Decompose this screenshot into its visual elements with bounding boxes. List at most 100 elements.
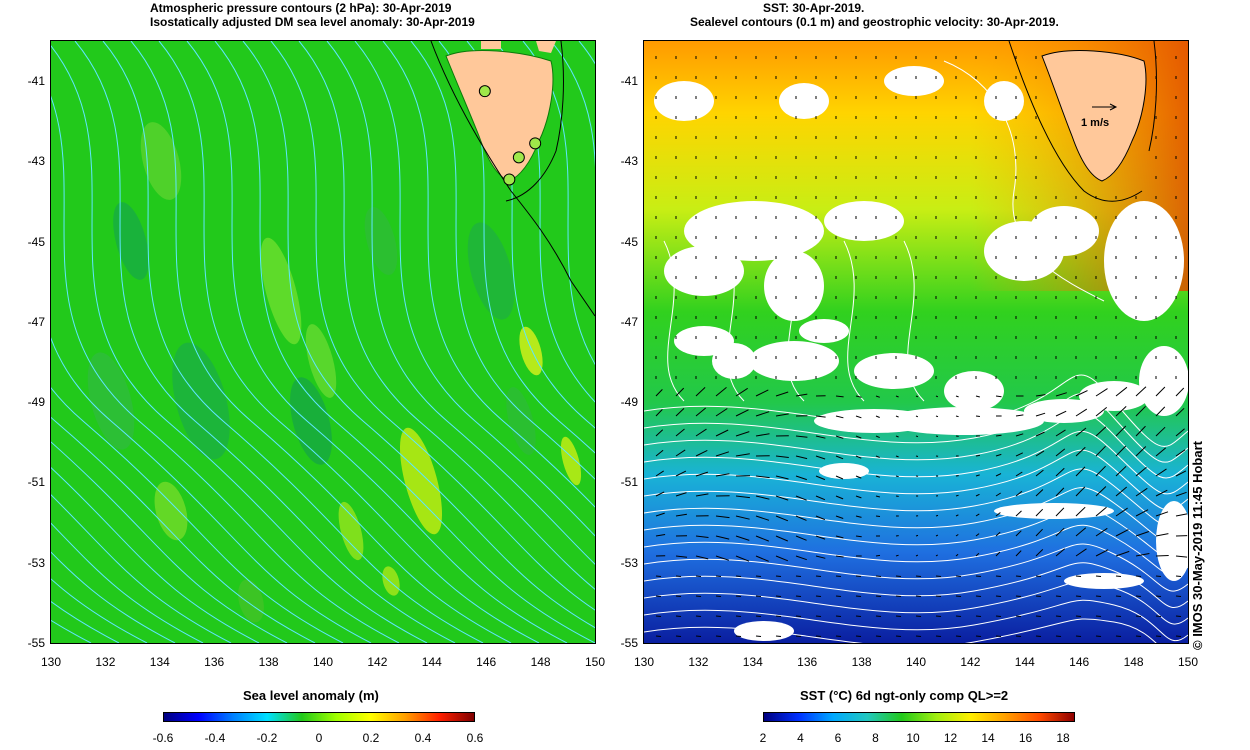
velocity-arrow	[775, 515, 789, 522]
left-lon-tick: 136	[204, 655, 225, 669]
velocity-arrow	[1135, 446, 1147, 457]
velocity-arrow	[955, 415, 959, 418]
velocity-arrow	[1135, 487, 1148, 497]
velocity-arrow	[895, 435, 899, 438]
anomaly-patch	[305, 324, 337, 398]
velocity-arrow	[855, 395, 862, 398]
velocity-arrow	[1055, 595, 1062, 597]
velocity-arrow	[915, 435, 919, 438]
cloud-patch	[799, 319, 849, 343]
right-lon-tick: 140	[905, 655, 927, 669]
anomaly-patch	[519, 326, 543, 376]
velocity-arrow	[735, 575, 742, 577]
velocity-arrow	[915, 575, 922, 577]
right-lon-tick: 130	[633, 655, 655, 669]
velocity-arrow	[895, 455, 899, 458]
velocity-arrow	[995, 615, 1002, 617]
sealevel-contour	[644, 599, 1188, 642]
velocity-arrow	[875, 615, 882, 617]
velocity-arrow	[1135, 386, 1147, 397]
sealevel-contour	[644, 524, 1188, 576]
velocity-arrow	[1175, 595, 1182, 597]
left-title-line2: Isostatically adjusted DM sea level anom…	[150, 15, 475, 29]
velocity-arrow	[715, 535, 730, 540]
velocity-arrow	[715, 575, 722, 577]
velocity-arrow	[1155, 635, 1162, 637]
velocity-arrow	[995, 575, 1002, 577]
cloud-patch	[684, 201, 824, 261]
sealevel-contour	[644, 580, 1188, 625]
sealevel-contour	[644, 449, 1188, 511]
pressure-contour	[186, 41, 568, 643]
velocity-arrow	[1055, 448, 1066, 457]
velocity-arrow	[1115, 595, 1122, 597]
velocity-arrow	[935, 534, 939, 537]
velocity-arrow	[695, 449, 708, 457]
velocity-arrow	[715, 429, 729, 437]
station-marker	[512, 151, 525, 164]
sea-level-anomaly-map	[50, 40, 596, 644]
pressure-contour	[270, 41, 595, 611]
velocity-arrow	[1075, 506, 1086, 517]
velocity-arrow	[795, 635, 802, 637]
velocity-arrow	[775, 455, 789, 458]
velocity-arrow	[875, 395, 880, 398]
right-lon-tick: 136	[797, 655, 818, 669]
left-colorbar-tick: -0.4	[204, 731, 226, 745]
right-colorbar-tick: 4	[797, 731, 804, 745]
velocity-arrow	[815, 515, 826, 521]
velocity-arrow	[695, 387, 706, 397]
velocity-arrow	[915, 595, 922, 597]
velocity-arrow	[1175, 387, 1185, 397]
velocity-arrow	[695, 407, 707, 417]
velocity-arrow	[655, 449, 664, 457]
station-marker	[503, 173, 516, 186]
velocity-arrow	[935, 554, 938, 557]
sealevel-contour	[644, 412, 1188, 479]
velocity-arrow	[655, 512, 665, 517]
velocity-arrow	[735, 495, 750, 499]
velocity-arrow	[1075, 595, 1082, 597]
velocity-arrow	[675, 615, 682, 617]
velocity-arrow	[675, 575, 682, 577]
velocity-arrow	[815, 435, 826, 439]
velocity-arrow	[675, 635, 682, 637]
velocity-arrow	[835, 395, 844, 398]
velocity-arrow	[855, 495, 862, 499]
velocity-arrow	[695, 535, 709, 538]
left-colorbar	[163, 712, 475, 722]
velocity-arrow	[775, 413, 789, 417]
velocity-arrow	[1155, 511, 1169, 517]
velocity-arrow	[775, 595, 782, 597]
velocity-arrow	[715, 555, 730, 561]
anomaly-patches	[87, 122, 582, 623]
velocity-arrow	[1155, 386, 1166, 397]
velocity-arrow	[915, 635, 922, 637]
velocity-arrow	[695, 635, 702, 637]
pressure-contour	[242, 41, 595, 629]
right-title-line1: SST: 30-Apr-2019.	[763, 1, 865, 15]
velocity-arrow	[715, 408, 728, 417]
pressure-contour	[214, 41, 595, 643]
velocity-arrow	[715, 473, 730, 477]
right-colorbar-tick: 16	[1018, 731, 1033, 745]
velocity-arrow	[1135, 615, 1142, 617]
velocity-arrow	[1115, 635, 1122, 637]
velocity-arrow	[775, 555, 789, 562]
cloud-mask	[654, 66, 1188, 641]
velocity-arrow	[1135, 405, 1146, 417]
velocity-arrow	[835, 555, 844, 558]
right-lat-tick: -53	[620, 555, 638, 570]
velocity-arrow	[935, 575, 942, 577]
velocity-arrow	[915, 455, 919, 457]
velocity-arrow	[895, 395, 899, 398]
velocity-arrow	[1135, 575, 1142, 577]
sealevel-contour	[663, 240, 685, 402]
velocity-arrow	[895, 635, 902, 637]
pressure-contour	[158, 41, 540, 643]
velocity-arrow	[1055, 429, 1066, 437]
velocity-arrow	[655, 429, 664, 437]
velocity-arrow	[755, 411, 770, 417]
velocity-arrow	[735, 409, 749, 417]
left-lat-tick: -41	[27, 74, 45, 89]
